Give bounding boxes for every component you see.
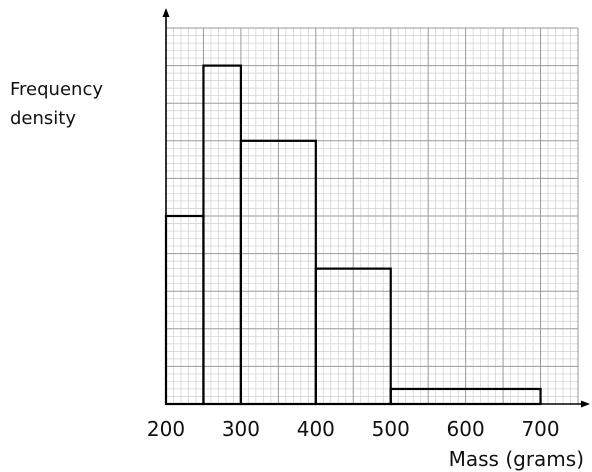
x-tick-label: 500: [372, 417, 410, 441]
y-axis-label-line-2: density: [10, 108, 76, 129]
histogram-bar: [202, 64, 243, 406]
grid-major: [165, 27, 579, 405]
x-tick-label: 300: [222, 417, 260, 441]
bars: [164, 64, 542, 406]
y-axis-arrow: [162, 8, 170, 17]
x-tick-labels: 200 300 400 500 600 700: [147, 417, 560, 441]
x-axis-label: Mass (grams): [449, 447, 584, 471]
x-tick-label: 200: [147, 417, 185, 441]
histogram-bar: [164, 214, 205, 406]
x-axis-arrow: [581, 400, 590, 408]
x-tick-label: 700: [521, 417, 559, 441]
x-tick-label: 600: [447, 417, 485, 441]
histogram-bar: [389, 387, 542, 406]
histogram-bar: [314, 267, 392, 406]
y-axis-label-line-1: Frequency: [10, 79, 103, 100]
x-tick-label: 400: [297, 417, 335, 441]
